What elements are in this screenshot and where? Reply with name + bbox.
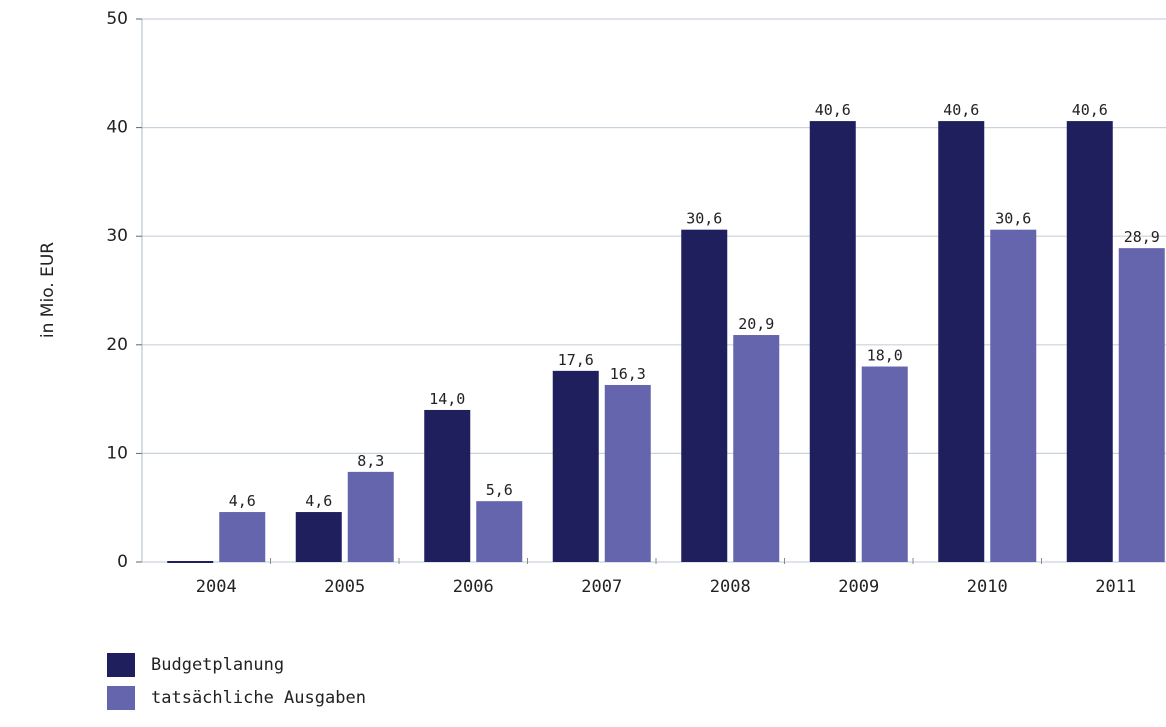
data-label: 20,9: [738, 315, 774, 333]
legend: Budgetplanung tatsächliche Ausgaben: [107, 653, 366, 710]
data-label: 4,6: [305, 492, 332, 510]
data-label: 14,0: [429, 390, 465, 408]
bar-ausgaben-2005: [347, 471, 394, 562]
bar-budgetplanung-2008: [681, 229, 728, 562]
x-tick-label: 2010: [967, 577, 1008, 597]
y-tick-label: 20: [106, 335, 128, 355]
x-tick-label: 2005: [324, 577, 365, 597]
data-label: 40,6: [943, 101, 979, 119]
y-tick-label: 0: [117, 552, 128, 572]
data-label: 40,6: [815, 101, 851, 119]
y-tick-label: 30: [106, 226, 128, 246]
bar-budgetplanung-2007: [552, 370, 599, 562]
legend-swatch: [107, 686, 135, 710]
y-tick-label: 50: [106, 9, 128, 29]
data-label: 4,6: [229, 492, 256, 510]
data-label: 30,6: [995, 210, 1031, 228]
data-label: 30,6: [686, 210, 722, 228]
y-axis: 0 10 20 30 40 50: [106, 9, 143, 572]
x-tick-label: 2006: [453, 577, 494, 597]
x-tick-label: 2008: [710, 577, 751, 597]
bar-ausgaben-2011: [1118, 248, 1165, 562]
bars: [167, 121, 1165, 563]
legend-swatch: [107, 653, 135, 677]
bar-ausgaben-2004: [219, 512, 266, 562]
data-label: 18,0: [867, 347, 903, 365]
y-tick-label: 40: [106, 118, 128, 138]
x-tick-label: 2011: [1095, 577, 1136, 597]
x-tick-label: 2004: [196, 577, 237, 597]
y-tick-label: 10: [106, 443, 128, 463]
bar-budgetplanung-2011: [1066, 121, 1113, 563]
data-label: 28,9: [1124, 228, 1160, 246]
bar-ausgaben-2007: [604, 384, 651, 562]
data-label: 5,6: [486, 481, 513, 499]
x-axis: 2004 2005 2006 2007 2008 2009 2010 2011: [196, 558, 1136, 597]
data-label: 16,3: [610, 365, 646, 383]
bar-budgetplanung-2010: [938, 121, 985, 563]
data-label: 8,3: [357, 452, 384, 470]
data-label: 17,6: [558, 351, 594, 369]
bar-ausgaben-2006: [476, 501, 523, 562]
legend-label: tatsächliche Ausgaben: [151, 688, 366, 708]
data-label: 40,6: [1072, 101, 1108, 119]
bar-budgetplanung-2005: [295, 512, 342, 562]
y-axis-title: in Mio. EUR: [38, 242, 58, 338]
x-tick-label: 2007: [581, 577, 622, 597]
bar-ausgaben-2010: [990, 229, 1037, 562]
legend-label: Budgetplanung: [151, 655, 284, 675]
data-labels: 4,6 4,6 8,3 14,0 5,6 17,6 16,3 30,6 20,9 40,6 18,0…: [229, 101, 1160, 510]
bar-budgetplanung-2009: [809, 121, 856, 563]
bar-ausgaben-2009: [861, 366, 908, 562]
bar-budgetplanung-2006: [424, 409, 471, 562]
bar-ausgaben-2008: [733, 335, 780, 562]
x-tick-label: 2009: [838, 577, 879, 597]
